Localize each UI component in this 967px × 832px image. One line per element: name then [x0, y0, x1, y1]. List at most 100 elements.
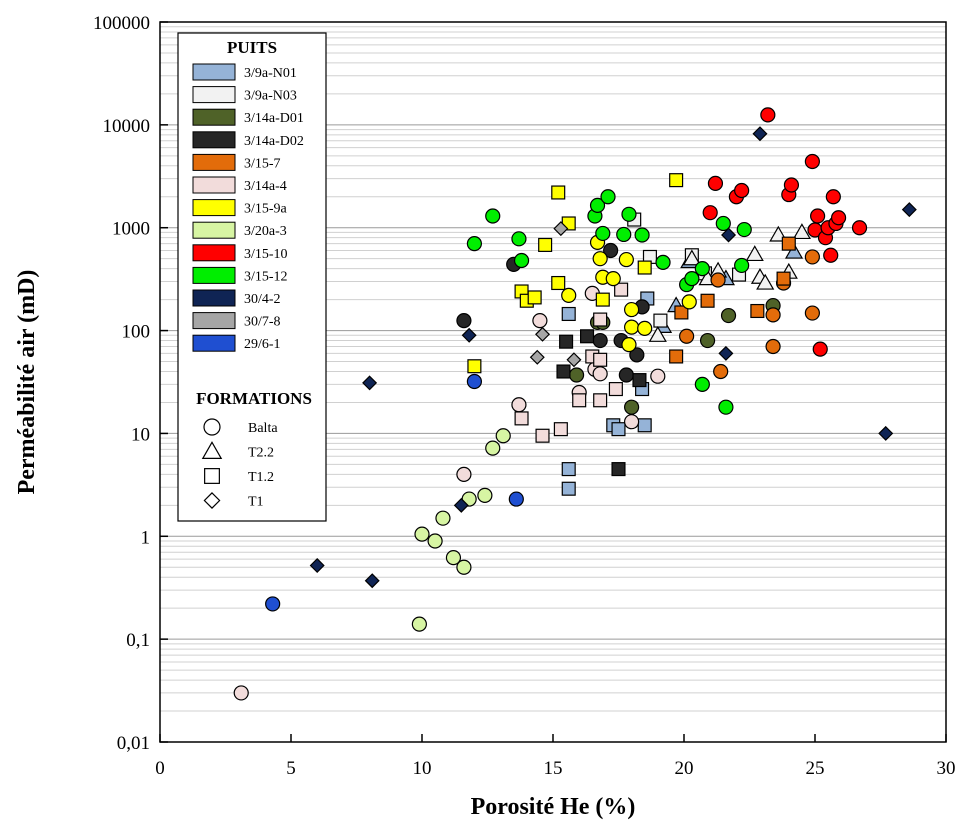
- data-point: [561, 287, 577, 303]
- data-point: [511, 397, 527, 413]
- data-point: [621, 337, 637, 353]
- data-point: [411, 616, 427, 632]
- data-point: [485, 208, 501, 224]
- data-point: [745, 245, 764, 262]
- data-point: [804, 249, 820, 265]
- data-point: [485, 440, 501, 456]
- data-point: [713, 363, 729, 380]
- legend-swatch: [192, 131, 236, 149]
- y-tick-label: 100: [122, 322, 151, 343]
- data-point: [682, 249, 701, 266]
- data-point: [566, 352, 582, 368]
- data-point: [603, 242, 619, 259]
- data-point: [618, 367, 634, 383]
- data-point: [532, 313, 548, 329]
- x-tick-label: 15: [544, 758, 563, 779]
- data-point: [559, 334, 574, 349]
- data-point: [309, 557, 325, 573]
- legend-well-label: 3/15-10: [244, 247, 288, 262]
- data-point: [702, 205, 718, 221]
- data-point: [495, 428, 511, 444]
- data-point: [535, 326, 551, 342]
- data-point: [572, 393, 587, 408]
- data-point: [752, 126, 768, 142]
- data-point: [736, 221, 752, 238]
- data-point: [750, 303, 765, 319]
- legend-swatch: [192, 312, 236, 330]
- data-point: [825, 189, 841, 205]
- data-point: [551, 185, 566, 200]
- data-point: [568, 367, 585, 383]
- data-point: [781, 236, 796, 251]
- data-point: [538, 237, 553, 252]
- data-point: [611, 422, 626, 437]
- legend-swatch: [192, 244, 236, 262]
- y-tick-label: 0,01: [117, 733, 150, 754]
- data-point: [637, 260, 652, 275]
- data-point: [721, 227, 737, 243]
- data-point: [629, 347, 645, 363]
- data-point: [700, 293, 715, 308]
- legend-formation-label: T1.2: [248, 470, 274, 485]
- data-point: [901, 202, 917, 218]
- data-point: [265, 596, 281, 612]
- legend-marker: [203, 492, 221, 509]
- x-axis-title: Porosité He (%): [471, 794, 636, 820]
- legend-wells-title: PUITS: [227, 38, 277, 57]
- data-point: [618, 251, 634, 268]
- legend-formation-label: Balta: [248, 421, 278, 436]
- data-point: [681, 294, 697, 310]
- data-point: [812, 341, 828, 357]
- data-point: [804, 305, 820, 321]
- legend-formation-label: T2.2: [248, 446, 274, 461]
- data-point: [561, 462, 576, 477]
- data-point: [513, 252, 530, 269]
- data-point: [233, 685, 249, 701]
- data-point: [592, 251, 608, 267]
- data-point: [414, 526, 430, 542]
- data-point: [535, 428, 550, 443]
- data-point: [623, 301, 640, 318]
- legend-formation-label: T1: [248, 495, 264, 510]
- data-point: [427, 533, 443, 549]
- legend-well-label: 3/15-7: [244, 156, 281, 171]
- data-point: [514, 411, 529, 426]
- x-tick-label: 0: [155, 758, 165, 779]
- legend-well-label: 3/9a-N01: [244, 66, 297, 81]
- legend-well-label: 3/9a-N03: [244, 89, 297, 104]
- data-point: [718, 345, 734, 361]
- data-point: [851, 220, 868, 236]
- legend-swatch: [192, 176, 236, 194]
- data-point: [592, 366, 608, 382]
- data-point: [648, 326, 667, 342]
- x-tick-label: 30: [937, 758, 956, 779]
- data-point: [511, 231, 527, 247]
- data-point: [694, 261, 710, 277]
- data-point: [561, 481, 576, 496]
- data-point: [616, 226, 632, 243]
- legend-swatch: [192, 108, 236, 126]
- data-point: [792, 223, 811, 240]
- x-tick-label: 20: [675, 758, 694, 779]
- legend-marker: [204, 468, 220, 484]
- legend-well-label: 3/14a-4: [244, 179, 287, 194]
- data-point: [580, 329, 595, 344]
- legend-well-label: 3/14a-D02: [244, 134, 304, 149]
- data-point: [362, 375, 378, 391]
- legend-swatch: [192, 221, 236, 239]
- data-point: [556, 364, 571, 379]
- data-point: [592, 332, 608, 349]
- data-point: [621, 206, 637, 222]
- legend: PUITS FORMATIONS 3/9a-N01 3/9a-N03 3/14a-D…: [177, 32, 327, 522]
- legend-well-label: 3/14a-D01: [244, 111, 304, 126]
- axis-ticks: 0 5 10 15 20 25 30 0,01 0,1 1 10 100 1000 10000 100000: [93, 13, 956, 779]
- data-point: [466, 236, 482, 252]
- data-point: [720, 307, 737, 324]
- data-point: [527, 290, 542, 305]
- y-axis-title: Perméabilité air (mD): [14, 270, 40, 495]
- data-point: [878, 425, 894, 441]
- data-point: [783, 177, 800, 193]
- legend-swatch: [192, 266, 236, 284]
- x-tick-label: 10: [413, 758, 432, 779]
